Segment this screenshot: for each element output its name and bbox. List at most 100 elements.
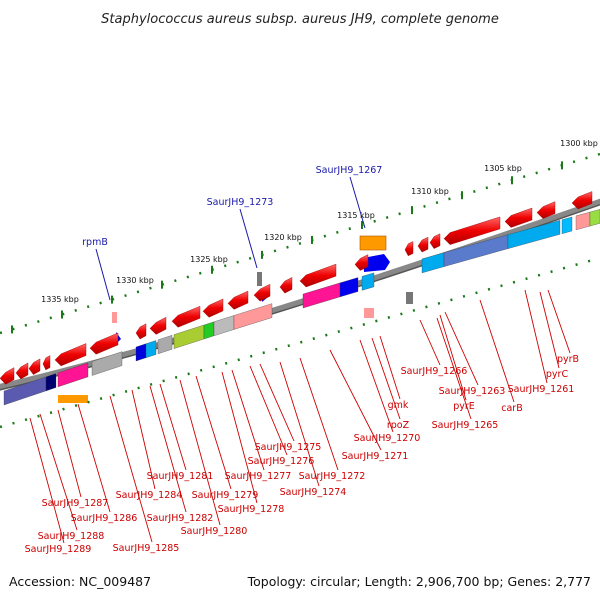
scale-labels: 1300 kbp 1305 kbp 1310 kbp 1315 kbp 1320 kbp… xyxy=(41,139,598,304)
scale-label-1315-kbp: 1315 kbp xyxy=(337,211,375,220)
gene-arrow xyxy=(15,362,29,380)
connector-saurjh9-1277 xyxy=(231,369,265,471)
inner-scale-track xyxy=(0,256,600,429)
gene-arrow xyxy=(299,263,337,288)
gene-track xyxy=(0,191,593,385)
connector-saurjh9-1285 xyxy=(109,395,153,543)
connector-saurjh9-1270 xyxy=(359,339,394,433)
cog-bar xyxy=(45,373,57,392)
scale-label-1325-kbp: 1325 kbp xyxy=(190,255,228,264)
gene-label-saurjh9-1288: SaurJH9_1288 xyxy=(38,531,105,542)
gene-label-rpoz: rpoZ xyxy=(387,420,410,431)
cog-bar xyxy=(421,252,445,274)
gene-arrow xyxy=(54,343,87,367)
label-connectors xyxy=(29,289,571,544)
gene-label-pyrb: pyrB xyxy=(557,354,579,365)
feature-block xyxy=(112,312,117,323)
connector-saurjh9-1271 xyxy=(329,349,382,451)
cog-bar xyxy=(233,303,273,330)
gene-arrow xyxy=(135,323,147,340)
gene-arrow xyxy=(0,367,15,385)
gene-label-saurjh9-1287: SaurJH9_1287 xyxy=(42,498,109,509)
gene-label-saurjh9-1284: SaurJH9_1284 xyxy=(116,490,183,501)
gene-arrow xyxy=(89,332,119,355)
cog-bar xyxy=(213,315,235,336)
connector-saurjh9-1261 xyxy=(524,289,548,384)
connector-saurjh9-1278 xyxy=(221,371,258,504)
gene-label-saurjh9-1261: SaurJH9_1261 xyxy=(508,384,575,395)
feature-block xyxy=(363,254,390,272)
cog-bar xyxy=(157,335,173,355)
gene-arrow xyxy=(227,290,249,310)
scale-label-1310-kbp: 1310 kbp xyxy=(411,187,449,196)
gene-label-pyre: pyrE xyxy=(453,401,475,412)
gene-arrow xyxy=(417,236,429,253)
gene-arrow xyxy=(202,298,224,318)
gene-arrow xyxy=(443,216,501,245)
gene-label-saurjh9-1289: SaurJH9_1289 xyxy=(25,544,92,555)
gene-label-saurjh9-1265: SaurJH9_1265 xyxy=(432,420,499,431)
gene-arrow xyxy=(504,207,533,228)
connector-saurjh9-1276 xyxy=(249,365,288,456)
gene-arrow xyxy=(42,355,51,371)
gene-arrow xyxy=(354,254,369,271)
connector-saurjh9-1286 xyxy=(77,403,111,513)
cog-bar xyxy=(339,277,359,298)
scale-label-1305-kbp: 1305 kbp xyxy=(484,164,522,173)
scale-track xyxy=(0,152,600,335)
connector-pyrc xyxy=(539,291,560,369)
cog-bar xyxy=(57,362,89,388)
cog-bar xyxy=(507,220,561,249)
connector-rpoz xyxy=(371,337,401,420)
gene-arrow xyxy=(253,283,271,302)
gene-label-saurjh9-1276: SaurJH9_1276 xyxy=(248,456,315,467)
gene-label-gmk: gmk xyxy=(388,400,409,411)
gene-arrow xyxy=(149,316,167,335)
cog-bar xyxy=(203,321,215,340)
cog-bar xyxy=(91,351,123,376)
scale-label-1335-kbp: 1335 kbp xyxy=(41,295,79,304)
gene-label-saurjh9-1274: SaurJH9_1274 xyxy=(280,487,347,498)
gene-label-saurjh9-1285: SaurJH9_1285 xyxy=(113,543,180,554)
gene-arrow xyxy=(279,277,293,294)
cog-bar xyxy=(589,209,600,227)
feature-block xyxy=(364,308,374,318)
cog-bar xyxy=(561,216,573,234)
cog-bar xyxy=(173,324,205,349)
map-title: Staphylococcus aureus subsp. aureus JH9,… xyxy=(101,12,499,27)
blue-connector-saurjh9-1273 xyxy=(239,208,258,269)
gene-arrow xyxy=(429,233,441,249)
feature-block xyxy=(58,395,88,403)
gene-label-saurjh9-1277: SaurJH9_1277 xyxy=(225,471,292,482)
connector-saurjh9-1275 xyxy=(259,363,295,442)
gene-label-saurjh9-1286: SaurJH9_1286 xyxy=(71,513,138,524)
cog-bar xyxy=(575,211,591,231)
scale-ticks xyxy=(11,161,563,334)
connector-pyrb xyxy=(547,289,571,354)
feature-block xyxy=(359,235,387,251)
connector-saurjh9-1284 xyxy=(131,389,156,490)
connector-carb xyxy=(479,299,515,403)
gene-label-pyrc: pyrC xyxy=(546,369,569,380)
gene-label-carb: carB xyxy=(501,403,522,414)
connector-gmk xyxy=(379,335,401,400)
gene-label-saurjh9-1282: SaurJH9_1282 xyxy=(147,513,214,524)
gene-label-saurjh9-1280: SaurJH9_1280 xyxy=(181,526,248,537)
blue-connector-rpmb xyxy=(95,248,111,301)
gene-arrow xyxy=(571,191,593,210)
gene-label-saurjh9-1271: SaurJH9_1271 xyxy=(342,451,409,462)
connector-saurjh9-1263 xyxy=(444,311,479,386)
cog-bar xyxy=(302,282,341,309)
blue-label-saurjh9-1267: SaurJH9_1267 xyxy=(316,165,383,176)
gene-label-saurjh9-1266: SaurJH9_1266 xyxy=(401,366,468,377)
connector-saurjh9-1281 xyxy=(159,383,187,471)
connector-saurjh9-1288 xyxy=(39,413,78,531)
gene-label-saurjh9-1275: SaurJH9_1275 xyxy=(255,442,322,453)
scale-label-1320-kbp: 1320 kbp xyxy=(264,233,302,242)
connector-saurjh9-1266 xyxy=(419,319,441,366)
connector-saurjh9-1274 xyxy=(279,361,320,487)
blue-labels: SaurJH9_1267 SaurJH9_1273 rpmB xyxy=(82,165,383,301)
gene-label-saurjh9-1272: SaurJH9_1272 xyxy=(299,471,366,482)
feature-block xyxy=(257,272,262,286)
